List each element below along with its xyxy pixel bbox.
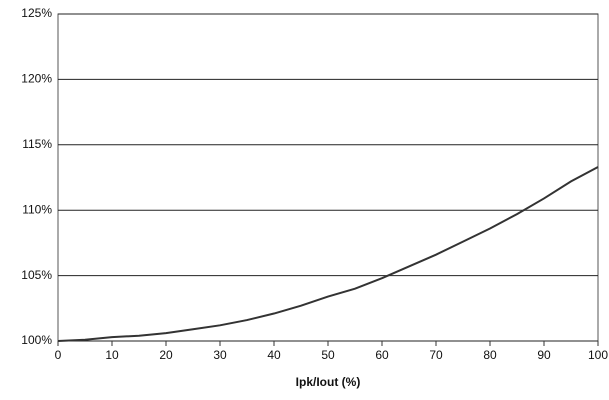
y-tick-label: 125% xyxy=(21,6,52,20)
x-tick-label: 60 xyxy=(375,348,389,362)
x-tick-label: 0 xyxy=(55,348,62,362)
x-axis-label: Ipk/Iout (%) xyxy=(296,375,361,389)
y-tick-label: 100% xyxy=(21,333,52,347)
x-tick-label: 10 xyxy=(105,348,119,362)
x-tick-label: 50 xyxy=(321,348,335,362)
y-tick-label: 115% xyxy=(22,137,52,151)
x-tick-label: 30 xyxy=(213,348,227,362)
x-tick-label: 80 xyxy=(483,348,497,362)
x-tick-label: 70 xyxy=(429,348,443,362)
x-tick-label: 20 xyxy=(159,348,173,362)
x-tick-label: 100 xyxy=(588,348,608,362)
y-tick-label: 105% xyxy=(21,268,52,282)
y-tick-label: 120% xyxy=(21,72,52,86)
y-tick-label: 110% xyxy=(22,202,52,216)
x-tick-label: 40 xyxy=(267,348,281,362)
plot-area xyxy=(57,13,599,342)
line xyxy=(57,166,599,342)
x-tick-label: 90 xyxy=(537,348,551,362)
